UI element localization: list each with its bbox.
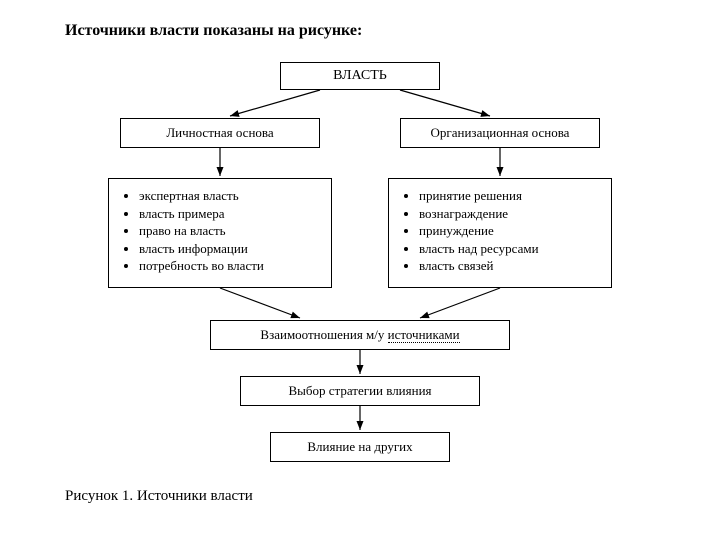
list-item: принятие решения [419,187,601,205]
list-item: власть над ресурсами [419,240,601,258]
list-item: власть информации [139,240,321,258]
node-organizational-basis: Организационная основа [400,118,600,148]
list-item: принуждение [419,222,601,240]
list-item: власть примера [139,205,321,223]
node-personal-basis: Личностная основа [120,118,320,148]
node-influence: Влияние на других [270,432,450,462]
node-organizational-basis-label: Организационная основа [431,125,570,141]
node-strategy-label: Выбор стратегии влияния [288,383,431,399]
node-relationships-label: Взаимоотношения м/у источниками [260,327,459,343]
list-item: власть связей [419,257,601,275]
list-personal-items: экспертная властьвласть примераправо на … [117,187,321,275]
list-organizational: принятие решениявознаграждениепринуждени… [388,178,612,288]
list-personal: экспертная властьвласть примераправо на … [108,178,332,288]
node-influence-label: Влияние на других [307,439,412,455]
list-organizational-items: принятие решениявознаграждениепринуждени… [397,187,601,275]
page-title: Источники власти показаны на рисунке: [65,22,362,40]
node-strategy: Выбор стратегии влияния [240,376,480,406]
figure-caption: Рисунок 1. Источники власти [65,488,253,505]
list-item: вознаграждение [419,205,601,223]
list-item: потребность во власти [139,257,321,275]
node-relationships: Взаимоотношения м/у источниками [210,320,510,350]
node-power: ВЛАСТЬ [280,62,440,90]
node-power-label: ВЛАСТЬ [333,68,387,84]
list-item: право на власть [139,222,321,240]
node-personal-basis-label: Личностная основа [166,125,273,141]
list-item: экспертная власть [139,187,321,205]
